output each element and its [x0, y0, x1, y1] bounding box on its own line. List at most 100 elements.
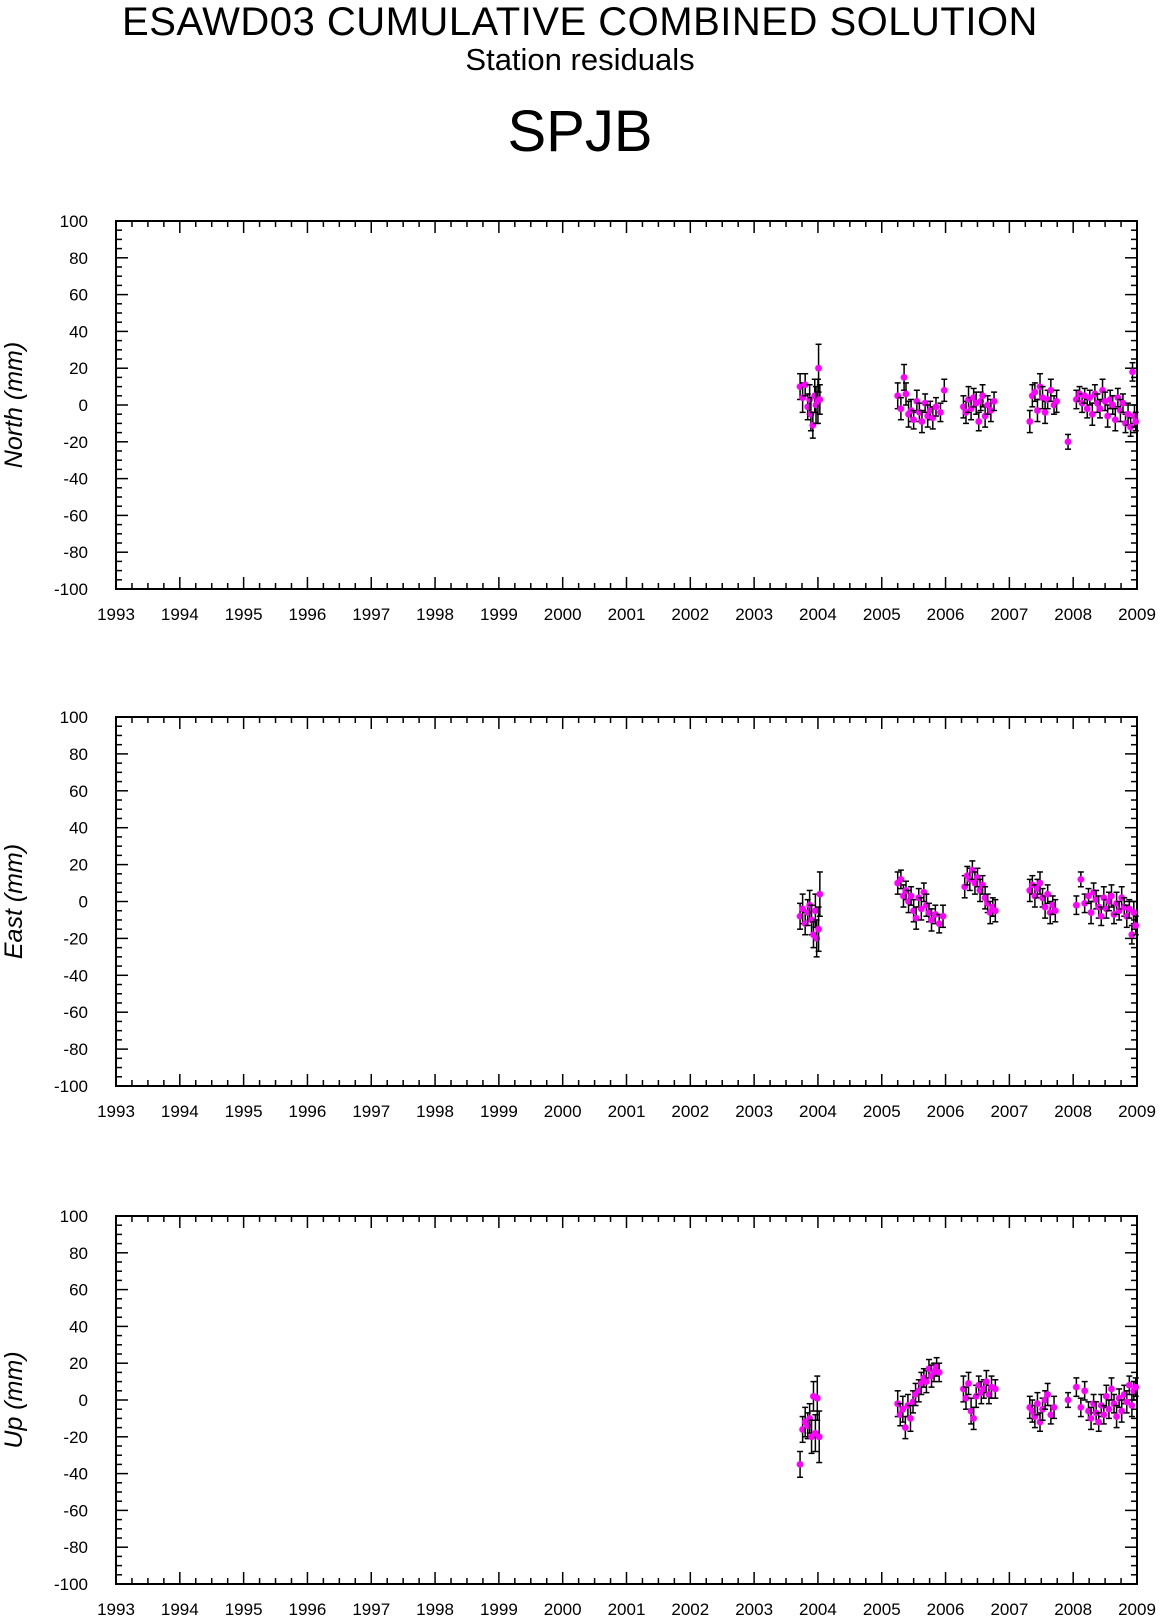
up-data-point [935, 1362, 943, 1383]
east-marker [1132, 922, 1140, 929]
north-xtick-label: 1995 [225, 605, 263, 624]
north-marker [979, 392, 986, 400]
north-xtick-label: 2008 [1054, 605, 1092, 624]
up-marker [915, 1387, 923, 1395]
east-marker [1041, 903, 1049, 911]
north-xtick-label: 2007 [990, 605, 1028, 624]
east-marker [976, 887, 984, 894]
north-data-point [918, 409, 926, 434]
up-marker [930, 1369, 938, 1376]
north-ytick-label: 40 [69, 322, 88, 341]
up-marker [815, 1433, 823, 1441]
up-data-point [991, 1379, 999, 1399]
up-marker [1132, 1383, 1140, 1391]
up-marker [901, 1424, 909, 1431]
east-marker [1044, 890, 1052, 898]
north-marker [1101, 397, 1109, 405]
east-data-point [907, 885, 915, 906]
east-ytick-label: -80 [63, 1040, 88, 1059]
east-marker [1092, 896, 1100, 904]
up-xtick-label: 2003 [735, 1600, 773, 1619]
up-marker [1108, 1385, 1115, 1393]
east-data-point [1125, 898, 1133, 919]
east-data-point [1132, 915, 1140, 936]
north-marker [990, 397, 998, 405]
east-ytick-label: -100 [54, 1077, 88, 1096]
east-xtick-label: 2007 [990, 1102, 1028, 1121]
north-marker [1132, 418, 1140, 425]
east-data-point [1115, 900, 1123, 921]
east-data-point [939, 904, 947, 929]
north-marker [1041, 408, 1049, 416]
north-data-point [1064, 433, 1072, 450]
east-xtick-label: 1997 [352, 1102, 390, 1121]
east-data-point [1041, 895, 1049, 919]
north-marker [1026, 418, 1034, 425]
up-xtick-label: 2007 [990, 1600, 1028, 1619]
east-xtick-label: 2004 [799, 1102, 837, 1121]
up-ytick-label: -100 [54, 1575, 88, 1594]
north-data-point [1088, 402, 1096, 426]
up-data-point [1047, 1404, 1055, 1425]
east-marker [910, 907, 918, 915]
up-marker [983, 1378, 990, 1385]
up-xtick-label: 1998 [416, 1600, 454, 1619]
north-marker [1081, 392, 1089, 400]
east-ytick-label: -60 [63, 1003, 88, 1022]
north-data-point [1111, 407, 1119, 432]
north-marker [1106, 396, 1114, 403]
north-xtick-label: 1993 [97, 605, 135, 624]
east-marker [1049, 901, 1057, 909]
up-xtick-label: 2000 [544, 1600, 582, 1619]
north-marker [984, 401, 992, 409]
north-marker [801, 381, 809, 389]
north-ytick-label: 20 [69, 359, 88, 378]
north-marker [1129, 368, 1136, 376]
up-marker [907, 1415, 914, 1422]
north-marker [1034, 407, 1041, 414]
east-marker [897, 875, 905, 883]
north-ytick-label: -80 [63, 543, 88, 562]
north-marker [960, 403, 967, 411]
east-marker [799, 905, 807, 913]
up-xtick-label: 2002 [671, 1600, 709, 1619]
up-data-point [1072, 1377, 1080, 1398]
up-marker [1095, 1418, 1103, 1426]
north-xtick-label: 1996 [289, 605, 327, 624]
east-data-point [1128, 924, 1136, 945]
north-marker [1047, 386, 1055, 394]
up-xtick-label: 2008 [1054, 1600, 1092, 1619]
north-xtick-label: 2000 [544, 605, 582, 624]
north-marker [1083, 405, 1091, 413]
north-xtick-label: 2005 [863, 605, 901, 624]
north-marker [1127, 423, 1135, 431]
up-data-point [912, 1382, 919, 1407]
east-data-point [1077, 871, 1085, 888]
east-data-point [1072, 895, 1080, 916]
north-marker [1088, 410, 1096, 418]
up-xtick-label: 1995 [225, 1600, 263, 1619]
up-marker [1113, 1413, 1120, 1420]
up-ytick-label: -60 [63, 1501, 88, 1520]
north-xtick-label: 2001 [608, 605, 646, 624]
up-marker [980, 1385, 988, 1393]
east-marker [811, 907, 819, 915]
east-marker [1034, 885, 1041, 892]
up-data-point [983, 1369, 990, 1394]
up-marker [909, 1398, 917, 1406]
up-marker [1128, 1402, 1136, 1409]
north-xtick-label: 1997 [352, 605, 390, 624]
north-marker [1124, 410, 1132, 418]
up-xtick-label: 2004 [799, 1600, 837, 1619]
east-ylabel: East (mm) [0, 844, 28, 959]
up-xtick-label: 1999 [480, 1600, 518, 1619]
east-marker [912, 914, 920, 922]
east-marker [1036, 879, 1044, 887]
north-marker [1104, 412, 1112, 420]
up-marker [1118, 1407, 1126, 1415]
up-marker [1050, 1403, 1058, 1411]
north-marker [900, 374, 908, 381]
east-xtick-label: 1998 [416, 1102, 454, 1121]
north-marker [1039, 394, 1046, 402]
north-data-point [894, 382, 902, 410]
